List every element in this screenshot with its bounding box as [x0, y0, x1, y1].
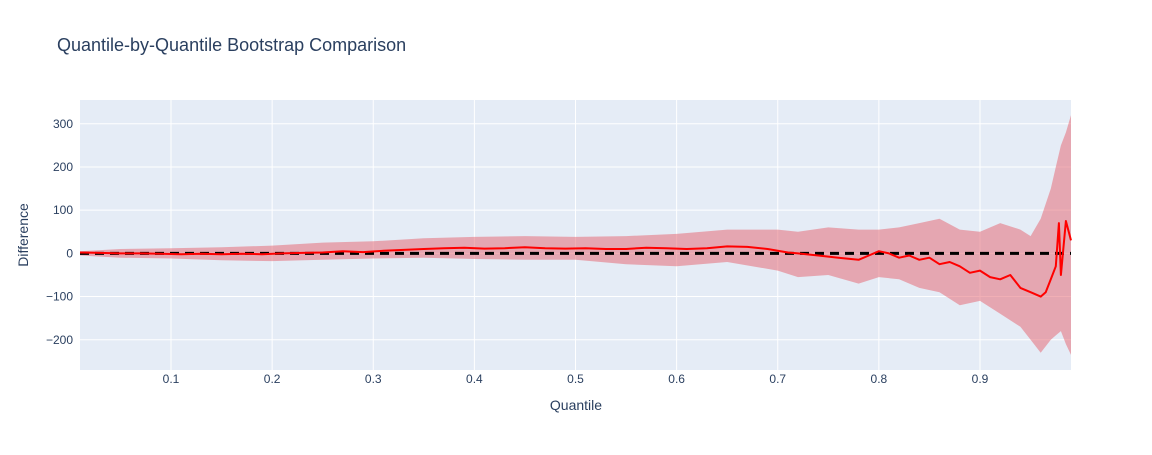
confidence-band	[80, 115, 1071, 355]
y-tick-label: 200	[53, 160, 73, 174]
difference-line-layer	[79, 220, 1072, 298]
x-tick-label: 0.1	[163, 372, 180, 386]
chart-title: Quantile-by-Quantile Bootstrap Compariso…	[57, 35, 406, 55]
y-tick-label: −200	[46, 333, 73, 347]
x-tick-label: 0.3	[365, 372, 382, 386]
y-tick-label: −100	[46, 290, 73, 304]
x-tick-label: 0.9	[972, 372, 989, 386]
x-tick-labels: 0.1 0.2 0.3 0.4 0.5 0.6 0.7 0.8 0.9	[163, 372, 989, 386]
x-axis-title: Quantile	[550, 397, 602, 413]
x-tick-label: 0.8	[871, 372, 888, 386]
x-tick-label: 0.6	[668, 372, 685, 386]
y-tick-labels: −200 −100 0 100 200 300	[46, 117, 73, 347]
x-tick-label: 0.7	[769, 372, 786, 386]
y-axis-title: Difference	[15, 203, 31, 267]
x-tick-label: 0.5	[567, 372, 584, 386]
difference-line	[79, 220, 1072, 298]
x-tick-label: 0.2	[264, 372, 281, 386]
y-tick-label: 100	[53, 203, 73, 217]
confidence-band-layer	[80, 115, 1071, 355]
x-tick-label: 0.4	[466, 372, 483, 386]
y-tick-label: 0	[66, 246, 73, 260]
y-tick-label: 300	[53, 117, 73, 131]
